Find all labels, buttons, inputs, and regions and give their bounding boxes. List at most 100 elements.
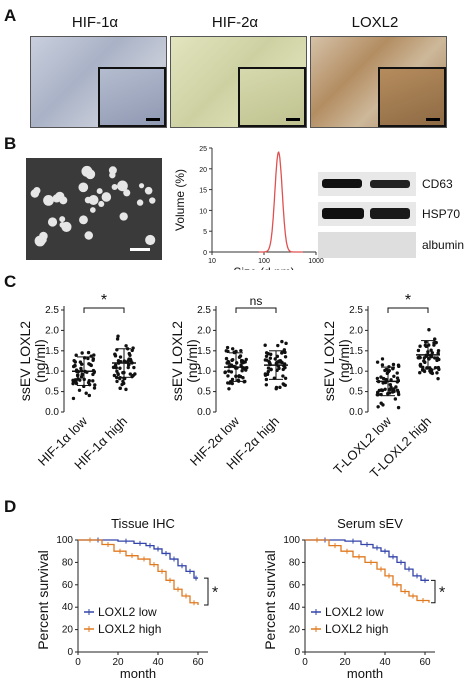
vesicle bbox=[101, 192, 112, 202]
data-point bbox=[240, 369, 244, 373]
data-point bbox=[397, 364, 401, 369]
data-point bbox=[393, 397, 398, 401]
scale-bar bbox=[426, 118, 440, 121]
vesicle bbox=[149, 197, 156, 204]
data-point bbox=[392, 374, 396, 378]
data-point bbox=[116, 358, 121, 363]
km-plot-serum-sev: Serum sEV 0 20 40 60 80 100 0 20 40 60 Percent surv… bbox=[262, 516, 445, 680]
y-tick-label: 60 bbox=[62, 580, 74, 591]
y-tick-label: 100 bbox=[56, 535, 73, 546]
x-tick-label: 0 bbox=[75, 657, 81, 668]
vesicle bbox=[98, 200, 105, 207]
vesicle bbox=[144, 186, 153, 195]
significance-bracket bbox=[235, 307, 277, 313]
y-tick-label: 1.0 bbox=[197, 366, 211, 377]
ihc-image-hif2a bbox=[170, 36, 307, 128]
data-point bbox=[430, 351, 435, 355]
y-tick-label: 0.0 bbox=[349, 407, 363, 418]
vesicle bbox=[43, 195, 54, 206]
data-point bbox=[281, 367, 285, 372]
y-tick-label: 2.0 bbox=[45, 325, 59, 336]
data-point bbox=[433, 337, 437, 341]
data-point bbox=[128, 372, 132, 376]
data-point bbox=[84, 391, 88, 395]
data-point bbox=[284, 341, 288, 346]
y-tick-label: 2.5 bbox=[349, 305, 363, 316]
y-tick-label: 0 bbox=[67, 647, 73, 658]
data-point bbox=[429, 348, 433, 352]
data-point bbox=[283, 376, 288, 380]
data-point bbox=[436, 365, 441, 370]
legend-label: LOXL2 high bbox=[325, 622, 388, 636]
significance-bracket bbox=[83, 307, 125, 313]
data-point bbox=[91, 357, 96, 361]
data-point bbox=[242, 380, 246, 384]
data-point bbox=[114, 375, 119, 380]
data-point bbox=[79, 375, 84, 379]
vesicle bbox=[84, 196, 92, 204]
data-point bbox=[71, 381, 75, 386]
vesicle bbox=[55, 191, 65, 201]
vesicle bbox=[84, 231, 94, 240]
wb-label-albumin: albumin bbox=[422, 238, 465, 252]
x-tick-label: 40 bbox=[152, 657, 164, 668]
y-tick-label: 2.5 bbox=[45, 305, 59, 316]
data-point bbox=[244, 357, 248, 362]
data-point bbox=[227, 381, 232, 385]
data-point bbox=[395, 371, 399, 375]
data-point bbox=[124, 344, 128, 348]
data-point bbox=[229, 370, 234, 374]
ihc-title-hif2a: HIF-2α bbox=[211, 14, 259, 31]
data-point bbox=[238, 354, 243, 358]
data-point bbox=[380, 363, 385, 367]
data-point bbox=[433, 356, 437, 360]
significance-label: * bbox=[212, 585, 218, 602]
wb-label-cd63: CD63 bbox=[422, 177, 453, 191]
data-point bbox=[112, 373, 117, 378]
significance-label: * bbox=[405, 292, 411, 309]
dls-y-tick-label: 5 bbox=[203, 229, 207, 236]
vesicle bbox=[85, 169, 96, 180]
significance-label: * bbox=[101, 292, 107, 309]
data-point bbox=[379, 401, 383, 405]
vesicle bbox=[78, 182, 89, 193]
data-point bbox=[76, 373, 80, 377]
vesicle bbox=[30, 189, 40, 198]
data-point bbox=[436, 351, 440, 355]
data-point bbox=[418, 371, 422, 375]
dls-distribution-line bbox=[258, 150, 303, 253]
significance-label: * bbox=[439, 585, 445, 602]
data-point bbox=[274, 385, 279, 390]
ihc-inset-hif1a bbox=[98, 67, 166, 127]
data-point bbox=[227, 369, 231, 373]
y-axis-label: Percent survival bbox=[262, 550, 278, 650]
panel-letter-d: D bbox=[4, 497, 17, 516]
data-point bbox=[375, 376, 380, 381]
data-point bbox=[226, 374, 230, 378]
blot-band bbox=[322, 179, 362, 188]
data-point bbox=[269, 367, 273, 372]
data-point bbox=[427, 328, 431, 332]
data-point bbox=[115, 337, 120, 341]
vesicle bbox=[96, 188, 103, 195]
data-point bbox=[278, 385, 282, 390]
data-point bbox=[265, 358, 269, 362]
data-point bbox=[73, 364, 77, 368]
x-tick-label: 60 bbox=[419, 657, 431, 668]
data-point bbox=[91, 379, 95, 383]
y-tick-label: 60 bbox=[289, 580, 301, 591]
data-point bbox=[283, 350, 287, 355]
dls-x-tick-label: 1000 bbox=[308, 258, 324, 265]
blot-band bbox=[370, 180, 410, 188]
data-point bbox=[118, 366, 122, 370]
data-point bbox=[234, 361, 239, 365]
y-tick-label: 80 bbox=[62, 557, 74, 568]
data-point bbox=[432, 343, 436, 347]
data-point bbox=[116, 372, 120, 377]
data-point bbox=[78, 378, 82, 382]
y-tick-label: 0 bbox=[294, 647, 300, 658]
vesicle bbox=[47, 217, 58, 227]
data-point bbox=[223, 370, 228, 374]
data-point bbox=[263, 343, 267, 347]
data-point bbox=[111, 365, 116, 370]
